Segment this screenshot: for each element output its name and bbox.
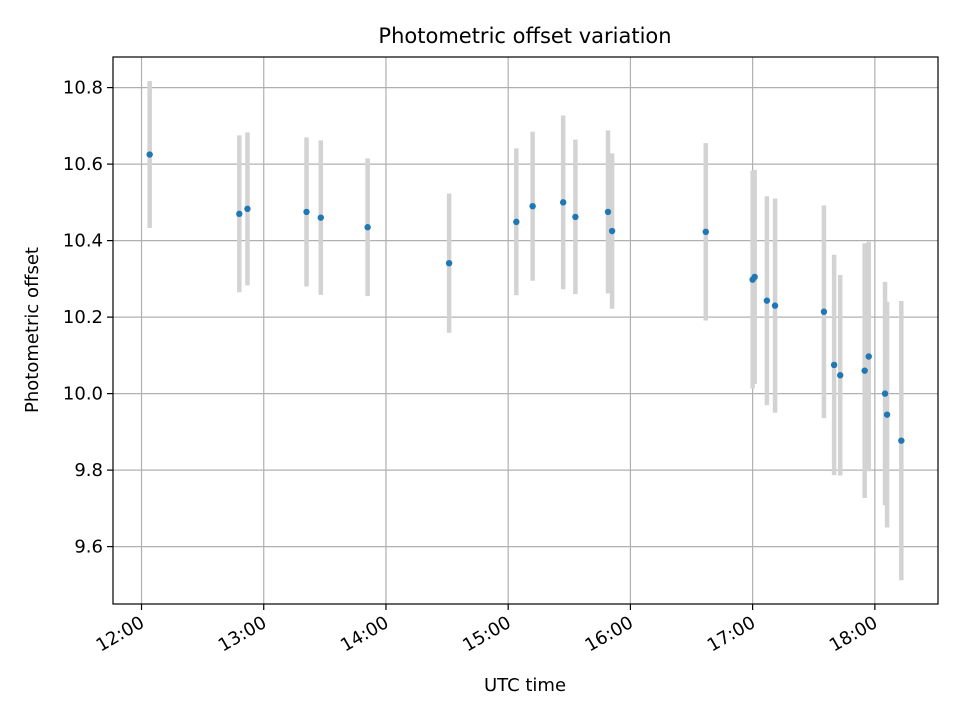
data-point (861, 367, 868, 374)
data-point (898, 437, 905, 444)
y-tick-label: 9.6 (74, 537, 103, 558)
data-point (881, 390, 889, 397)
data-point (317, 214, 324, 221)
data-point (702, 228, 709, 236)
data-point (303, 208, 310, 216)
data-point (820, 308, 828, 315)
x-axis-label: UTC time (484, 675, 566, 696)
y-tick-label: 10.6 (63, 154, 103, 175)
data-point (604, 208, 612, 216)
chart-title: Photometric offset variation (378, 24, 671, 48)
y-tick-label: 9.8 (74, 460, 103, 481)
data-points (146, 151, 905, 444)
data-point (529, 202, 536, 210)
data-point (608, 227, 616, 235)
plot-frame (112, 56, 939, 605)
data-point (146, 151, 153, 158)
y-tick-label: 10.4 (63, 231, 103, 252)
data-point (771, 302, 779, 309)
data-point (751, 273, 758, 281)
data-point (830, 361, 838, 369)
data-point (244, 205, 251, 213)
y-tick-label: 10.2 (63, 307, 103, 328)
data-point (364, 224, 371, 231)
y-axis-label: Photometric offset (22, 247, 43, 413)
y-tick-label: 10.0 (63, 384, 103, 405)
data-point (445, 259, 453, 267)
data-point (559, 199, 567, 206)
data-point (883, 411, 891, 418)
data-point (837, 372, 844, 379)
y-tick-label: 10.8 (63, 78, 103, 99)
data-point (513, 218, 520, 226)
data-point (865, 353, 872, 360)
data-point (572, 213, 579, 221)
data-point (236, 210, 243, 218)
data-point (763, 297, 771, 304)
